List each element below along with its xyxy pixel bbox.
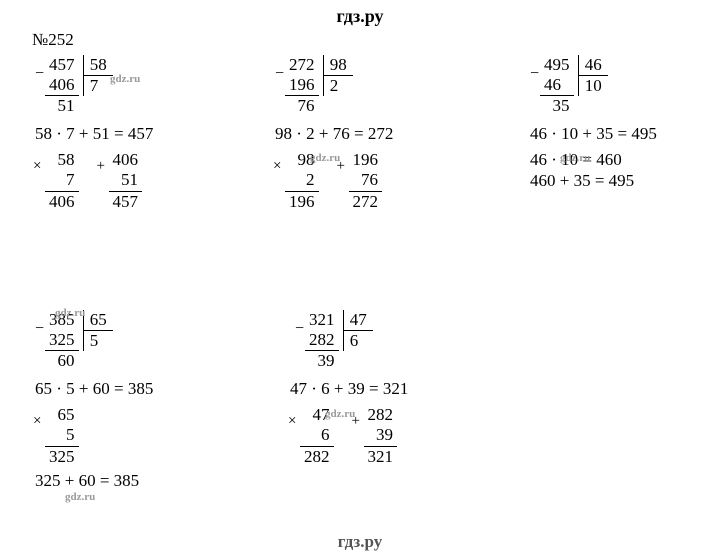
long-division: − 495 46 35 46 10 (530, 55, 608, 116)
remainder: 39 (305, 350, 339, 371)
quotient: 7 (84, 76, 113, 96)
quotient: 2 (324, 76, 353, 96)
mult-a: 47 (300, 405, 334, 425)
page-footer: гдз.ру (0, 532, 720, 552)
quotient: 5 (84, 331, 113, 351)
mult-b: 2 (285, 170, 319, 190)
long-division: − 385 325 60 65 5 (35, 310, 113, 371)
add-a: 196 (349, 150, 383, 170)
dividend: 272 (285, 55, 319, 75)
extra-line: 325 + 60 = 385 (35, 471, 245, 491)
minus-sign: − (35, 65, 44, 83)
check-equation: 58 · 7 + 51 = 457 (35, 124, 245, 144)
dividend: 385 (45, 310, 79, 330)
check-equation: 47 · 6 + 39 = 321 (290, 379, 485, 399)
subtrahend: 196 (285, 75, 319, 95)
problem-block-5: − 321 282 39 47 6 47 · 6 + 39 = 321 × 47… (275, 310, 485, 469)
addition-block: + 282 39 321 (354, 405, 398, 467)
multiply-sign: × (288, 413, 296, 430)
add-a: 406 (109, 150, 143, 170)
dividend: 495 (540, 55, 574, 75)
add-a: 282 (364, 405, 398, 425)
mult-b: 7 (45, 170, 79, 190)
dividend: 321 (305, 310, 339, 330)
check-equation: 98 · 2 + 76 = 272 (275, 124, 485, 144)
multiplication-block: × 58 7 406 (35, 150, 79, 212)
problem-number: №252 (32, 30, 74, 50)
add-b: 51 (109, 170, 143, 190)
plus-sign: + (97, 158, 105, 175)
mult-result: 282 (300, 446, 334, 467)
problem-block-3: − 495 46 35 46 10 46 · 10 + 35 = 495 46 … (530, 55, 700, 192)
add-result: 457 (109, 191, 143, 212)
mult-b: 5 (45, 425, 79, 445)
multiply-sign: × (273, 158, 281, 175)
divisor: 65 (84, 310, 113, 331)
long-division: − 321 282 39 47 6 (295, 310, 373, 371)
extra-line: 460 + 35 = 495 (530, 171, 700, 191)
watermark: gdz.ru (65, 491, 95, 503)
divisor: 58 (84, 55, 113, 76)
addition-block: + 196 76 272 (339, 150, 383, 212)
multiplication-block: × 98 2 196 (275, 150, 319, 212)
mult-result: 406 (45, 191, 79, 212)
remainder: 76 (285, 95, 319, 116)
mult-b: 6 (300, 425, 334, 445)
divisor: 46 (579, 55, 608, 76)
quotient: 6 (344, 331, 373, 351)
divisor: 47 (344, 310, 373, 331)
mult-a: 58 (45, 150, 79, 170)
add-result: 272 (349, 191, 383, 212)
minus-sign: − (275, 65, 284, 83)
plus-sign: + (337, 158, 345, 175)
page-header: гдз.ру (0, 0, 720, 27)
subtrahend: 325 (45, 330, 79, 350)
long-division: − 457 406 51 58 7 (35, 55, 113, 116)
problem-block-2: − 272 196 76 98 2 98 · 2 + 76 = 272 × 98… (275, 55, 485, 214)
minus-sign: − (295, 320, 304, 338)
mult-result: 196 (285, 191, 319, 212)
multiplication-block: × 65 5 325 (35, 405, 79, 467)
mult-a: 98 (285, 150, 319, 170)
remainder: 51 (45, 95, 79, 116)
dividend: 457 (45, 55, 79, 75)
add-result: 321 (364, 446, 398, 467)
add-b: 76 (349, 170, 383, 190)
mult-result: 325 (45, 446, 79, 467)
minus-sign: − (530, 65, 539, 83)
add-b: 39 (364, 425, 398, 445)
multiplication-block: × 47 6 282 (290, 405, 334, 467)
problem-block-4: − 385 325 60 65 5 65 · 5 + 60 = 385 × 65… (35, 310, 245, 492)
divisor: 98 (324, 55, 353, 76)
subtrahend: 406 (45, 75, 79, 95)
remainder: 60 (45, 350, 79, 371)
remainder: 35 (540, 95, 574, 116)
addition-block: + 406 51 457 (99, 150, 143, 212)
subtrahend: 46 (540, 75, 574, 95)
multiply-sign: × (33, 158, 41, 175)
plus-sign: + (352, 413, 360, 430)
problem-block-1: − 457 406 51 58 7 58 · 7 + 51 = 457 × 58… (35, 55, 245, 214)
check-equation: 65 · 5 + 60 = 385 (35, 379, 245, 399)
mult-a: 65 (45, 405, 79, 425)
quotient: 10 (579, 76, 608, 96)
extra-line: 46 · 10 = 460 (530, 150, 700, 170)
multiply-sign: × (33, 413, 41, 430)
subtrahend: 282 (305, 330, 339, 350)
check-equation: 46 · 10 + 35 = 495 (530, 124, 700, 144)
long-division: − 272 196 76 98 2 (275, 55, 353, 116)
minus-sign: − (35, 320, 44, 338)
